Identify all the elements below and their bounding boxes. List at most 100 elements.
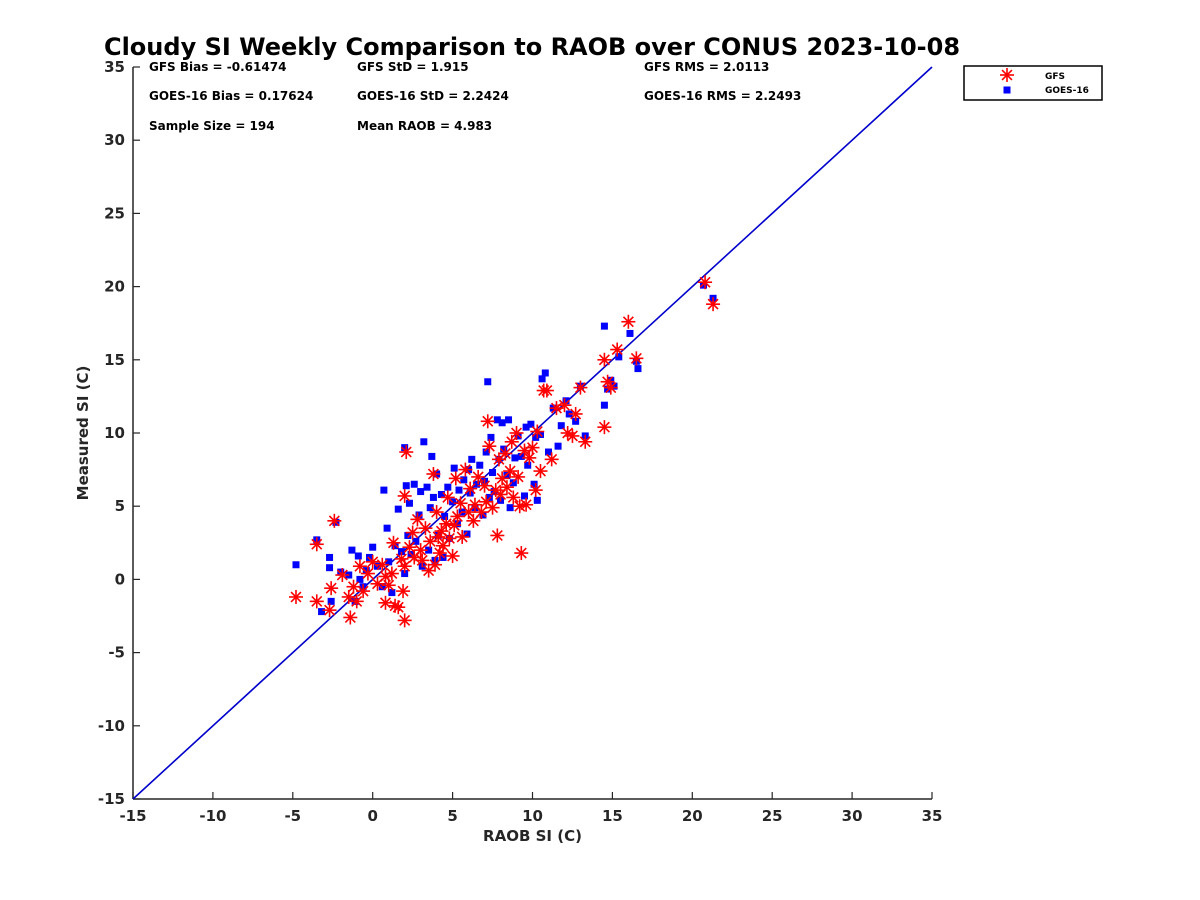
gfs-point [514, 546, 529, 561]
gfs-point [621, 314, 636, 329]
gfs-point [384, 566, 399, 581]
goes16-point [610, 382, 618, 390]
goes16-point [607, 376, 615, 384]
y-axis-label: Measured SI (C) [74, 366, 92, 501]
goes16-point [544, 448, 552, 456]
goes16-point [479, 511, 487, 519]
x-tick-label: 30 [842, 807, 863, 825]
stat-goes-rms: GOES-16 RMS = 2.2493 [644, 89, 801, 103]
goes16-point [348, 546, 356, 554]
goes16-point [428, 452, 436, 460]
goes16-point [327, 597, 335, 605]
goes16-point [699, 281, 707, 289]
one-to-one-line [132, 66, 933, 800]
goes16-point [484, 378, 492, 386]
gfs-point [397, 488, 412, 503]
gfs-point [343, 610, 358, 625]
gfs-point [485, 500, 500, 515]
goes16-point [423, 483, 431, 491]
goes16-point [626, 329, 634, 337]
gfs-point [378, 595, 393, 610]
goes16-point [600, 401, 608, 409]
y-tick-label: 10 [104, 424, 125, 442]
gfs-point [397, 613, 412, 628]
gfs-point [309, 594, 324, 609]
goes16-point [541, 369, 549, 377]
goes16-point [326, 564, 334, 572]
gfs-point [519, 497, 534, 512]
goes16-point [511, 454, 519, 462]
goes16-point [401, 444, 409, 452]
goes16-point [506, 504, 514, 512]
gfs-point [528, 483, 543, 498]
gfs-point [509, 426, 524, 440]
goes16-point [455, 486, 463, 494]
goes16-point [482, 448, 490, 456]
gfs-point [610, 342, 625, 357]
goes16-point [522, 423, 530, 431]
goes16-point [292, 561, 300, 569]
gfs-point [499, 480, 514, 495]
gfs-point [386, 535, 401, 550]
gfs-point [423, 534, 438, 549]
goes16-point [517, 452, 525, 460]
goes16-point [493, 416, 501, 424]
goes16-point [362, 567, 370, 575]
goes16-point [429, 493, 437, 501]
goes16-point [634, 365, 642, 373]
goes16-point [463, 530, 471, 538]
gfs-point [428, 557, 443, 572]
goes16-point [369, 543, 377, 551]
x-tick-label: 0 [367, 807, 377, 825]
goes16-point [532, 433, 540, 441]
goes16-point [514, 432, 522, 440]
goes16-point [500, 445, 508, 453]
gfs-point [530, 424, 545, 439]
goes16-point [468, 455, 476, 463]
gfs-point [335, 568, 350, 583]
goes16-point [420, 438, 428, 446]
gfs-point [309, 537, 324, 552]
x-tick-label: 25 [762, 807, 783, 825]
gfs-point [698, 275, 713, 290]
series-gfs [288, 275, 721, 628]
y-tick-label: 0 [115, 570, 125, 588]
legend-marker-gfs [1000, 68, 1014, 82]
gfs-point [490, 528, 505, 543]
y-tick-label: -15 [98, 790, 125, 808]
goes16-point [509, 479, 517, 487]
goes16-point [383, 524, 391, 532]
stats-box: GFS Bias = -0.61474 GFS StD = 1.915 GFS … [149, 60, 801, 133]
goes16-point [378, 583, 386, 591]
x-tick-label: 10 [522, 807, 543, 825]
goes16-point [439, 553, 447, 561]
gfs-point [453, 496, 468, 511]
gfs-point [506, 490, 521, 505]
goes16-point [405, 499, 413, 507]
x-tick-label: 5 [447, 807, 457, 825]
x-tick-label: 35 [922, 807, 943, 825]
gfs-point [442, 531, 457, 546]
goes16-point [473, 480, 481, 488]
goes16-point [524, 461, 532, 469]
stat-gfs-rms: GFS RMS = 2.0113 [644, 60, 769, 74]
gfs-point [565, 428, 580, 443]
gfs-point [522, 450, 537, 465]
goes16-point [521, 492, 529, 500]
goes16-point [538, 375, 546, 383]
legend-box [963, 65, 1103, 101]
stat-sample-size: Sample Size = 194 [149, 119, 275, 133]
goes16-point [557, 422, 565, 430]
gfs-point [511, 469, 526, 484]
gfs-point [397, 559, 412, 574]
goes16-point [401, 570, 409, 578]
x-axis-label: RAOB SI (C) [483, 827, 582, 845]
goes16-point [394, 505, 402, 513]
gfs-point [415, 553, 430, 568]
goes16-point [402, 482, 410, 490]
gfs-point [498, 446, 513, 461]
goes16-point [410, 480, 418, 488]
y-tick-label: 15 [104, 351, 125, 369]
gfs-point [480, 414, 495, 429]
gfs-point [402, 540, 417, 555]
